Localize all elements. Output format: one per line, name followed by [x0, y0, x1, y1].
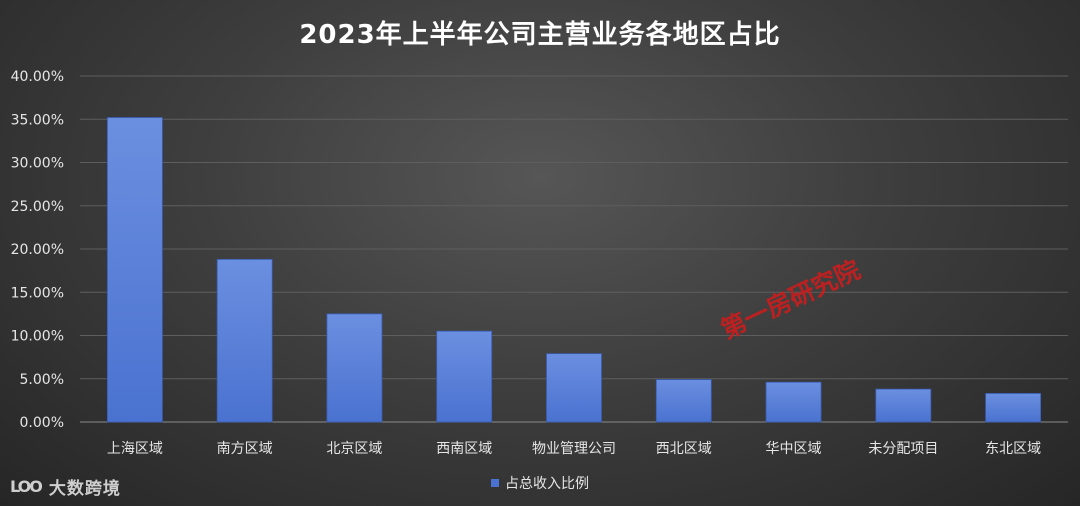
logo-text: 大数跨境 — [48, 479, 121, 499]
x-tick-label: 物业管理公司 — [532, 441, 616, 457]
bar-5 — [546, 353, 602, 423]
y-tick-label: 5.00% — [20, 372, 64, 388]
bar-9 — [985, 393, 1042, 423]
legend: 占总收入比例 — [0, 473, 1080, 493]
logo: LOO 大数跨境 — [10, 474, 121, 499]
bar-8 — [875, 388, 932, 423]
x-tick-label: 南方区域 — [217, 441, 273, 457]
y-tick-label: 15.00% — [11, 285, 64, 301]
y-tick-label: 40.00% — [11, 69, 64, 85]
x-tick-label: 北京区域 — [326, 441, 382, 457]
y-tick-label: 20.00% — [11, 242, 64, 258]
x-tick-label: 上海区域 — [107, 441, 163, 457]
y-tick-label: 30.00% — [11, 156, 64, 172]
bar-3 — [326, 313, 383, 423]
x-axis-ticks: 上海区域 南方区域 北京区域 西南区域 物业管理公司 西北区域 华中区域 未分配项目 东北区域 — [107, 441, 1041, 457]
bar-4 — [436, 330, 493, 423]
y-axis-ticks: 0.00% 5.00% 10.00% 15.00% 20.00% 25.00% 30.00%… — [11, 69, 64, 431]
x-tick-label: 未分配项目 — [868, 441, 938, 457]
x-tick-label: 华中区域 — [766, 441, 822, 457]
y-tick-label: 10.00% — [11, 329, 64, 345]
legend-swatch — [491, 479, 499, 487]
bar-1 — [106, 117, 163, 423]
logo-icon: LOO — [10, 477, 43, 496]
bar-7 — [765, 381, 822, 423]
x-tick-label: 西北区域 — [656, 441, 712, 457]
y-tick-label: 0.00% — [20, 415, 64, 431]
chart-title: 2023年上半年公司主营业务各地区占比 — [299, 20, 781, 50]
bar-6 — [655, 379, 712, 423]
bars — [106, 117, 1042, 423]
y-tick-label: 35.00% — [11, 112, 64, 128]
legend-label: 占总收入比例 — [505, 476, 589, 492]
x-tick-label: 东北区域 — [985, 441, 1041, 457]
x-tick-label: 西南区域 — [436, 441, 492, 457]
y-tick-label: 25.00% — [11, 199, 64, 215]
bar-2 — [216, 258, 273, 423]
